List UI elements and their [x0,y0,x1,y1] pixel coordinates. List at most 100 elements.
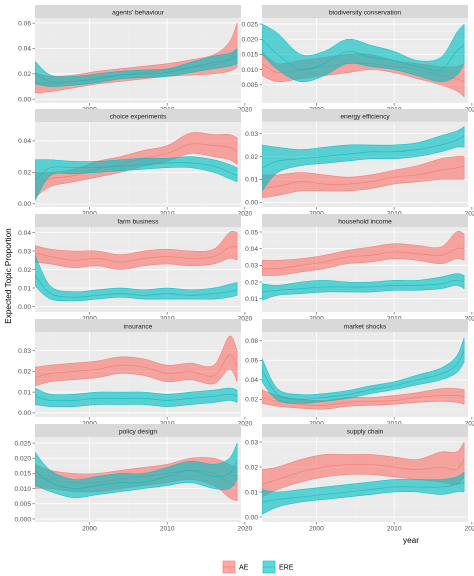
facet-panel: supply chain 0.00 0.01 0.02 0.03 2000 2010 2020 [245,424,474,533]
y-tick-label: 0.02 [245,464,258,471]
x-tick-label: 2000 [309,526,324,533]
x-tick-label: 2020 [238,421,253,428]
confidence-band-ere [262,23,465,83]
facet-panel: choice experiments0.000.020.042000201020… [18,109,253,218]
facet-strip [262,214,468,227]
facet-panel: agents' behaviour0.000.020.040.062000201… [18,5,253,114]
mean-line-ere [262,481,465,503]
mean-line-ae [262,395,465,406]
x-tick-label: 2020 [465,316,474,323]
y-tick-label: 0.03 [18,248,31,255]
y-tick-label: 0.000 [14,516,31,523]
x-tick-label: 2020 [238,316,253,323]
y-tick-label: 0.06 [245,358,258,365]
y-tick-label: 0.00 [18,96,31,103]
facet-panel: biodiversity conservation 0.005 0.010 0.015… [241,5,474,114]
legend: AE ERE [222,560,294,574]
mean-line-ere [262,280,465,293]
y-tick-label: 0.00 [245,514,258,521]
y-tick-label: 0.01 [18,285,31,292]
y-tick-label: 0.00 [18,304,31,311]
facet-panel: household income0.010.020.030.040.052000… [245,214,474,323]
mean-line-ae [35,246,238,263]
facet-panel: policy design 0.000 0.005 0.010 0.015 0.020 0.… [14,424,253,533]
facet-strip [35,109,241,122]
y-tick-label: 0.04 [245,246,258,253]
facet-panel: energy efficiency0.000.010.020.032000201… [245,109,474,218]
facet-title: market shocks [344,323,387,330]
x-tick-label: 2020 [465,526,474,533]
x-tick-label: 2020 [465,107,474,114]
facet-strip [35,214,241,227]
y-tick-label: 0.02 [18,71,31,78]
y-tick-label: 0.015 [14,471,31,478]
y-tick-label: 0.04 [18,138,31,145]
facet-title: household income [338,218,392,225]
x-tick-label: 2020 [238,107,253,114]
confidence-band-ae [262,231,465,276]
mean-line-ere [35,393,238,402]
y-tick-label: 0.020 [241,37,258,44]
y-tick-label: 0.03 [245,131,258,138]
x-tick-label: 2020 [465,211,474,218]
facet-strip [262,109,468,122]
y-tick-label: 0.00 [18,201,31,208]
mean-line-ere [35,461,238,489]
y-tick-label: 0.02 [18,267,31,274]
facet-title: farm business [117,218,159,225]
confidence-band-ere [35,47,238,87]
mean-line-ere [35,274,238,298]
series-layer [262,231,465,301]
facet-panels: agents' behaviour 0.00 0.02 0.04 0.06 2000 201… [14,5,474,533]
facet-panel: farm business0.000.010.020.030.042000201… [18,214,253,323]
y-tick-label: 0.005 [241,82,258,89]
series-layer [35,132,238,202]
series-layer [35,231,238,302]
facet-strip [35,5,241,18]
confidence-band-ere [35,387,238,408]
mean-line-ere [262,39,465,71]
mean-line-ae [35,354,238,378]
confidence-band-ae [35,231,238,270]
y-tick-label: 0.02 [18,170,31,177]
confidence-band-ere [262,126,465,192]
y-tick-label: 0.05 [245,229,258,236]
confidence-band-ae [262,156,465,199]
series-layer [262,337,465,410]
legend-label-ere: ERE [279,565,294,572]
y-tick-label: 0.00 [245,200,258,207]
y-tick-label: 0.010 [14,486,31,493]
y-tick-label: 0.01 [245,177,258,184]
x-tick-label: 2020 [238,211,253,218]
facet-title: agents' behaviour [112,9,165,16]
y-tick-label: 0.025 [14,440,31,447]
x-tick-label: 2010 [387,526,402,533]
facet-title: supply chain [347,428,384,435]
y-tick-label: 0.025 [241,21,258,28]
y-axis-title: Expected Topic Proportion [4,228,13,324]
legend-label-ae: AE [239,565,249,572]
x-tick-label: 2020 [465,421,474,428]
y-tick-label: 0.04 [18,46,31,53]
series-layer [35,22,238,94]
series-layer [262,23,465,98]
confidence-band-ere [35,254,238,302]
y-tick-label: 0.02 [245,154,258,161]
y-tick-label: 0.020 [14,456,31,463]
y-tick-label: 0.01 [18,389,31,396]
mean-line-ere [35,55,238,83]
confidence-band-ere [262,471,465,515]
series-layer [262,126,465,199]
mean-line-ae [262,165,465,189]
facet-strip [35,424,241,437]
facet-title: choice experiments [110,113,168,120]
y-tick-label: 0.01 [245,296,258,303]
y-tick-label: 0.03 [18,348,31,355]
y-tick-label: 0.01 [245,489,258,496]
x-tick-label: 2020 [238,526,253,533]
y-tick-label: 0.04 [18,230,31,237]
facet-strip [262,424,468,437]
y-tick-label: 0.010 [241,67,258,74]
